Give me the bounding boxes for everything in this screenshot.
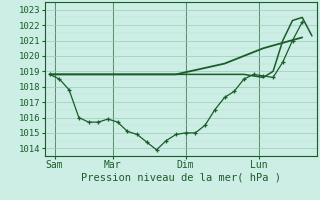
X-axis label: Pression niveau de la mer( hPa ): Pression niveau de la mer( hPa ) <box>81 173 281 183</box>
